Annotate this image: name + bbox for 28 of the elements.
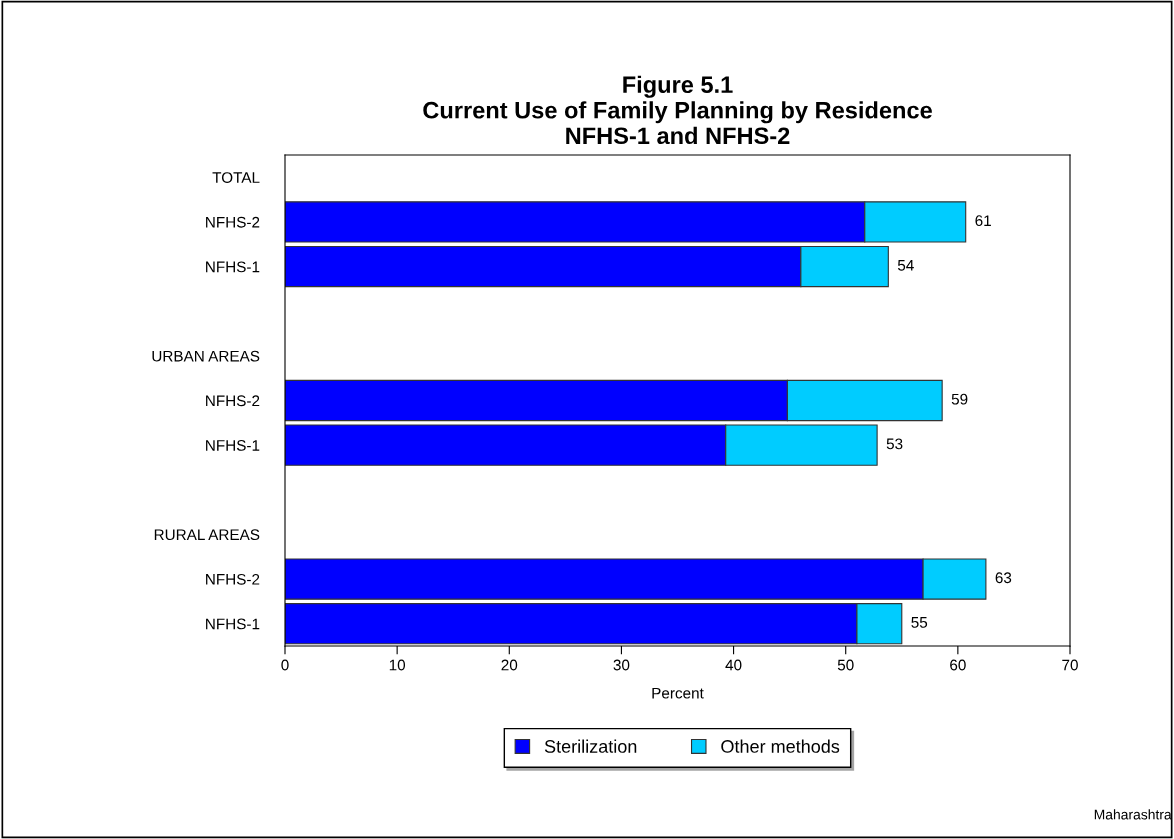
x-tick-label: 10 bbox=[389, 659, 406, 671]
y-tick-label: NFHS-2 bbox=[206, 216, 260, 228]
y-tick-label: NFHS-1 bbox=[206, 261, 260, 273]
x-axis-title: Percent bbox=[652, 687, 704, 699]
y-tick-label: NFHS-2 bbox=[206, 573, 260, 585]
total-label: 61 bbox=[975, 215, 991, 227]
x-tick-label: 70 bbox=[1062, 659, 1078, 671]
y-tick-label: TOTAL bbox=[212, 172, 260, 183]
y-tick-label: NFHS-1 bbox=[206, 618, 260, 630]
chart-title: Figure 5.1 Current Use of Family Planning by Residence NFHS-1 and NFHS-2 bbox=[423, 75, 932, 145]
y-tick-label: URBAN AREAS bbox=[152, 350, 260, 362]
total-label: 59 bbox=[951, 393, 968, 405]
total-label: 53 bbox=[886, 438, 903, 450]
x-tick-label: 60 bbox=[950, 659, 966, 671]
y-tick-label: NFHS-1 bbox=[206, 440, 260, 451]
text: Maharashtra bbox=[1094, 809, 1172, 820]
x-tick-label: 30 bbox=[613, 659, 630, 671]
total-label: 63 bbox=[995, 572, 1012, 584]
x-tick-label: 0 bbox=[281, 659, 289, 671]
y-tick-label: RURAL AREAS bbox=[154, 529, 260, 541]
y-tick-label: NFHS-2 bbox=[206, 395, 260, 407]
total-label: 54 bbox=[897, 260, 914, 271]
total-label: 55 bbox=[911, 617, 928, 628]
x-tick-label: 20 bbox=[501, 659, 518, 671]
legend-label: Other methods bbox=[721, 739, 840, 753]
x-tick-label: 50 bbox=[837, 659, 854, 671]
x-tick-label: 40 bbox=[725, 659, 742, 671]
legend-label: Sterilization bbox=[544, 739, 637, 753]
